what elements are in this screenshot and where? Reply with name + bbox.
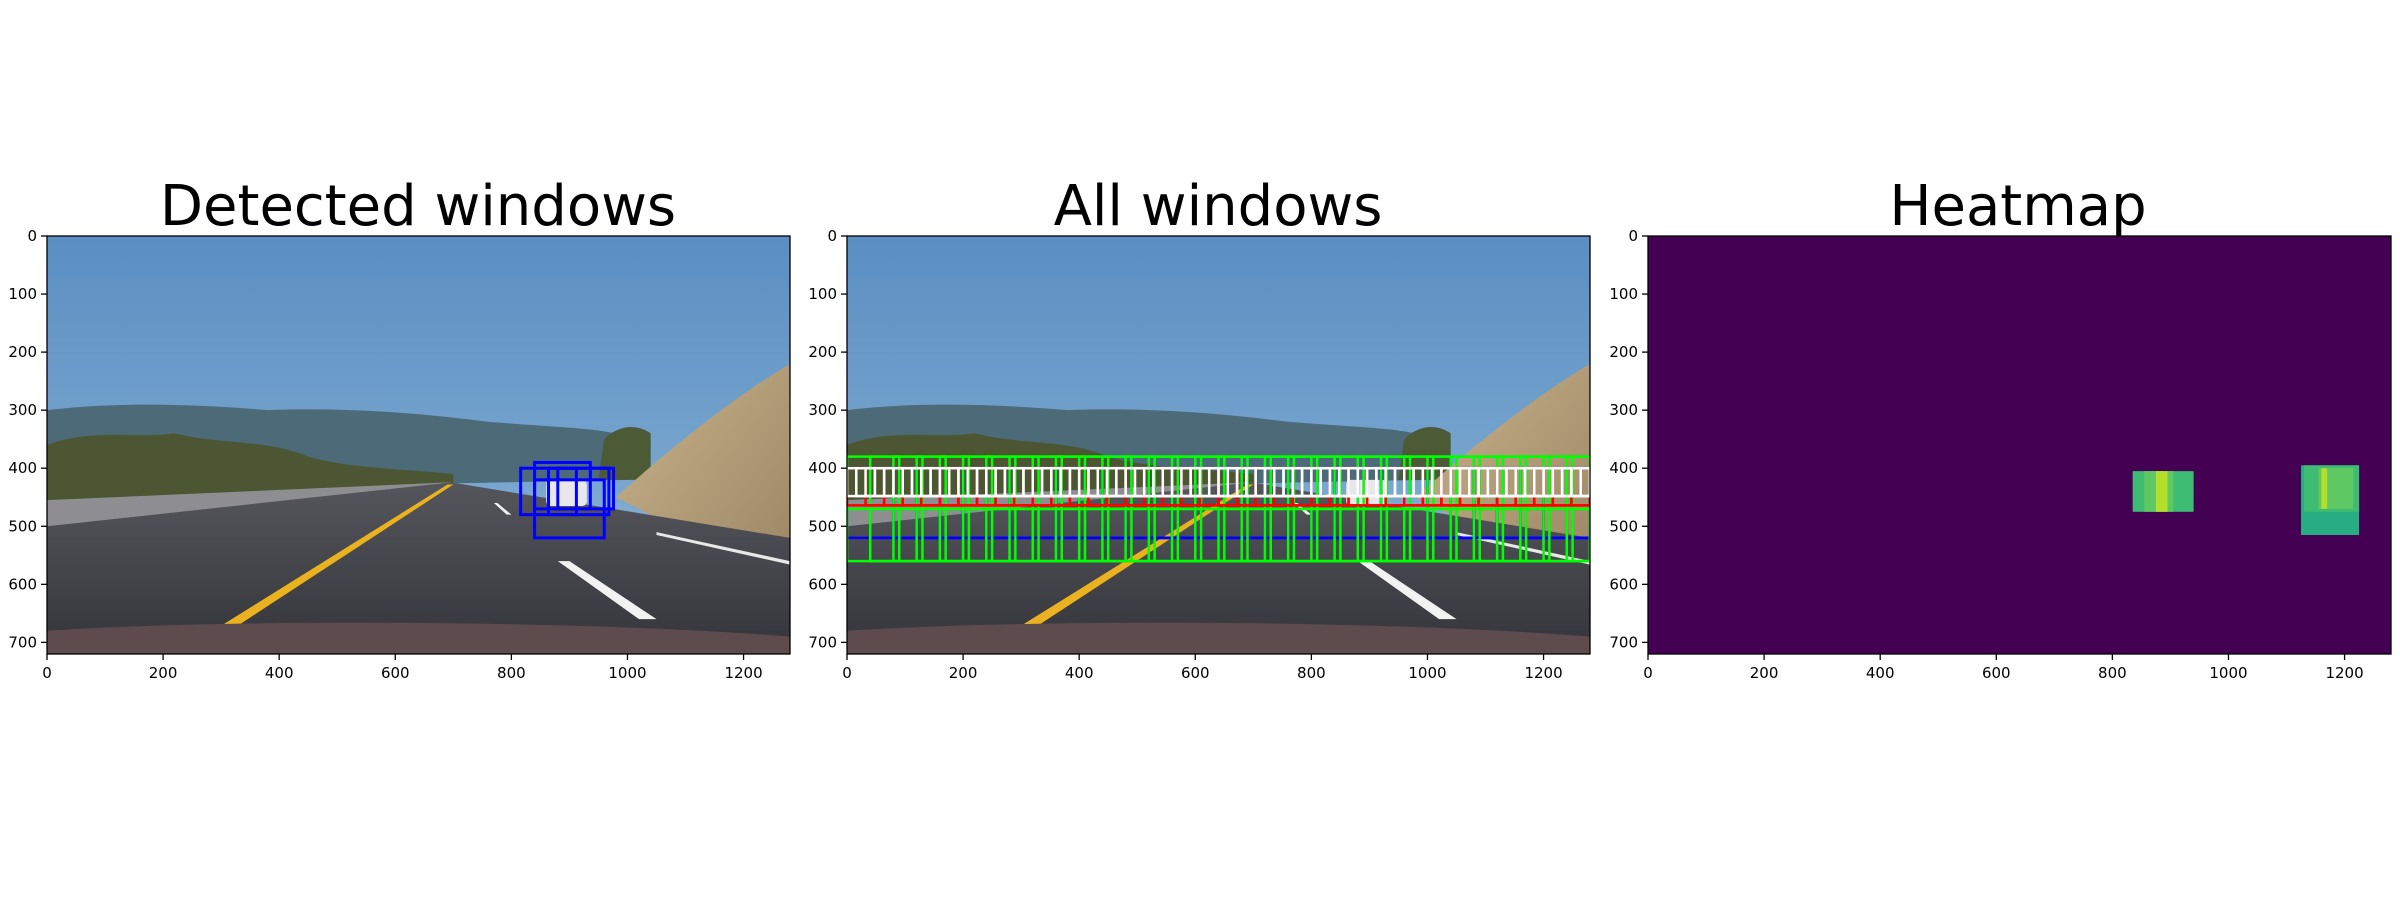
- x-tick-label: 0: [42, 664, 52, 682]
- axes-frame: [846, 235, 1591, 655]
- x-tick-label: 600: [1982, 664, 2011, 682]
- panel-title: All windows: [1054, 174, 1383, 239]
- x-tick-label: 800: [1297, 664, 1326, 682]
- x-tick-label: 1200: [1524, 664, 1562, 682]
- concrete-barrier: [47, 482, 454, 527]
- x-tick-label: 400: [1866, 664, 1895, 682]
- y-tick-label: 200: [1609, 343, 1638, 361]
- y-tick-label: 400: [8, 459, 37, 477]
- white-edge-line: [656, 532, 790, 565]
- y-tick-label: 300: [8, 401, 37, 419]
- y-tick-label: 400: [1609, 459, 1638, 477]
- axes-frame: [1647, 235, 2392, 655]
- panel-title: Detected windows: [160, 174, 676, 239]
- scene-painting: [47, 236, 790, 654]
- panel-all-windows: All windows 0 200 400 600 800 1000 1200 0 100 20…: [808, 174, 1591, 682]
- detection-box: [533, 478, 606, 540]
- y-tick-label: 500: [1609, 517, 1638, 535]
- heat-cell: [2155, 471, 2168, 512]
- y-tick-label: 700: [808, 633, 837, 651]
- y-axis-ticks: 0 100 200 300 400 500 600 700: [808, 227, 847, 651]
- y-tick-label: 0: [27, 227, 37, 245]
- y-tick-label: 600: [8, 575, 37, 593]
- x-tick-label: 1000: [608, 664, 646, 682]
- x-tick-label: 800: [2098, 664, 2127, 682]
- white-lane-dash: [493, 503, 512, 515]
- y-tick-label: 700: [1609, 633, 1638, 651]
- x-axis-ticks: 0 200 400 600 800 1000 1200: [842, 654, 1563, 682]
- y-tick-label: 100: [808, 285, 837, 303]
- y-tick-label: 500: [8, 517, 37, 535]
- y-tick-label: 700: [8, 633, 37, 651]
- y-tick-label: 300: [1609, 401, 1638, 419]
- y-tick-label: 500: [808, 517, 837, 535]
- x-axis-ticks: 0 200 400 600 800 1000 1200: [1643, 654, 2364, 682]
- search-window: [1565, 507, 1590, 563]
- y-tick-label: 400: [808, 459, 837, 477]
- white-car: [546, 479, 587, 506]
- white-edge-line: [1456, 532, 1590, 565]
- search-window-grid: [847, 455, 1590, 563]
- x-tick-label: 1200: [2325, 664, 2363, 682]
- car-hood: [847, 622, 1590, 654]
- car-hood: [47, 622, 790, 654]
- trees-right: [598, 427, 651, 480]
- white-lane-dash: [557, 561, 657, 620]
- x-tick-label: 200: [1750, 664, 1779, 682]
- x-tick-label: 1200: [724, 664, 762, 682]
- heat-cell: [2321, 468, 2328, 509]
- y-tick-label: 200: [808, 343, 837, 361]
- x-tick-label: 0: [1643, 664, 1653, 682]
- detection-box: [556, 466, 616, 511]
- white-lane-dash: [1357, 561, 1457, 620]
- heatmap-background: [1648, 236, 2391, 654]
- y-tick-label: 100: [1609, 285, 1638, 303]
- panel-heatmap: Heatmap 0 200 400 600 800 1000 1200 0 100 200 300…: [1609, 174, 2392, 682]
- x-tick-label: 1000: [1408, 664, 1446, 682]
- panel-detected-windows: Detected windows 0 200 400 600 800 1000 1200 0…: [8, 174, 791, 682]
- yellow-lane-line: [203, 484, 454, 637]
- axes-frame: [46, 235, 791, 655]
- x-tick-label: 800: [497, 664, 526, 682]
- x-tick-label: 400: [265, 664, 294, 682]
- x-tick-label: 400: [1065, 664, 1094, 682]
- scene-painting: [847, 236, 1590, 654]
- y-tick-label: 0: [827, 227, 837, 245]
- road-scene-image: [847, 236, 1590, 654]
- heatmap-cells: [2132, 465, 2360, 535]
- x-tick-label: 0: [842, 664, 852, 682]
- road-scene-image: [47, 236, 790, 654]
- x-tick-label: 600: [381, 664, 410, 682]
- y-axis-ticks: 0 100 200 300 400 500 600 700: [1609, 227, 1648, 651]
- y-tick-label: 100: [8, 285, 37, 303]
- x-tick-label: 200: [949, 664, 978, 682]
- y-tick-label: 200: [8, 343, 37, 361]
- y-tick-label: 0: [1628, 227, 1638, 245]
- search-window: [1579, 466, 1590, 498]
- x-axis-ticks: 0 200 400 600 800 1000 1200: [42, 654, 763, 682]
- detected-boxes: [519, 460, 616, 540]
- y-tick-label: 600: [808, 575, 837, 593]
- trees-right: [1398, 427, 1451, 480]
- x-tick-label: 600: [1181, 664, 1210, 682]
- y-axis-ticks: 0 100 200 300 400 500 600 700: [8, 227, 47, 651]
- panel-title: Heatmap: [1889, 174, 2146, 239]
- x-tick-label: 200: [149, 664, 178, 682]
- y-tick-label: 300: [808, 401, 837, 419]
- x-tick-label: 1000: [2209, 664, 2247, 682]
- y-tick-label: 600: [1609, 575, 1638, 593]
